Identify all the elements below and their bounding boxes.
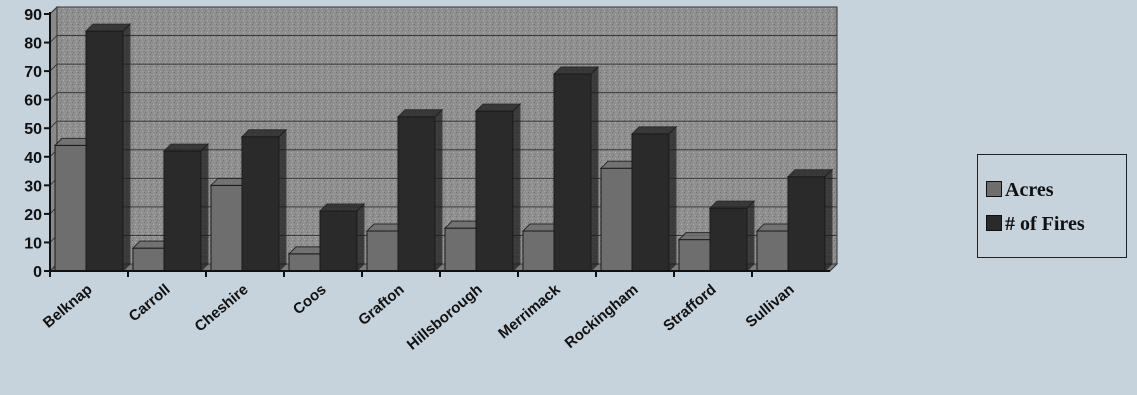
- x-tick-label: Sullivan: [743, 281, 798, 331]
- y-tick-label: 40: [24, 150, 42, 167]
- legend-item-fires: # of Fires: [986, 213, 1085, 236]
- y-tick-label: 70: [24, 64, 42, 81]
- x-tick-label: Coos: [290, 281, 330, 318]
- bar-fires: [786, 168, 834, 273]
- x-tick-label: Cheshire: [191, 281, 251, 335]
- bar-fires: [474, 102, 522, 273]
- y-tick-label: 60: [24, 93, 42, 110]
- x-tick-label: Hillsborough: [404, 281, 486, 353]
- x-tick-label: Merrimack: [495, 281, 564, 343]
- legend-label-acres: Acres: [1005, 179, 1054, 201]
- legend-item-acres: Acres: [986, 179, 1054, 202]
- gridline-side: [49, 92, 58, 101]
- bar-fires: [708, 199, 756, 273]
- y-tick-label: 20: [24, 207, 42, 224]
- bar-fires: [552, 65, 600, 273]
- legend: Acres # of Fires: [977, 154, 1127, 258]
- y-tick-label: 80: [24, 36, 42, 53]
- bar-fires: [630, 125, 678, 273]
- x-tick-label: Rockingham: [562, 281, 642, 352]
- gridline-side: [49, 6, 58, 15]
- y-tick-label: 50: [24, 121, 42, 138]
- x-tick-label: Carroll: [126, 281, 174, 325]
- y-tick-label: 10: [24, 235, 42, 252]
- x-tick-label: Belknap: [40, 281, 96, 332]
- x-tick-label: Strafford: [660, 281, 719, 335]
- legend-swatch-acres: [986, 181, 1002, 197]
- y-tick-label: 0: [33, 264, 42, 281]
- bar-fires: [240, 128, 288, 273]
- bar-fires: [162, 142, 210, 273]
- bar-fires: [318, 202, 366, 273]
- y-tick-label: 90: [24, 7, 42, 24]
- gridline-side: [49, 120, 58, 129]
- legend-label-fires: # of Fires: [1005, 213, 1085, 235]
- gridline-side: [49, 35, 58, 43]
- y-tick-label: 30: [24, 178, 42, 195]
- legend-swatch-fires: [986, 215, 1002, 231]
- gridline-side: [49, 63, 58, 72]
- x-tick-label: Grafton: [355, 281, 407, 329]
- bar-fires: [84, 22, 132, 273]
- bar-fires: [396, 108, 444, 273]
